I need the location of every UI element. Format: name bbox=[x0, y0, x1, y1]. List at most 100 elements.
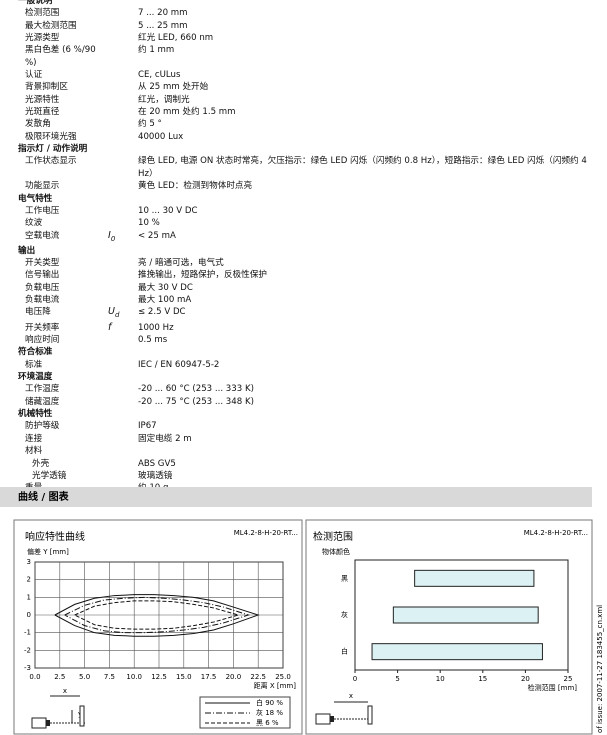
spec-value: -20 ... 60 °C (253 ... 333 K) bbox=[138, 384, 254, 395]
spec-row: 连接 固定电缆 2 m bbox=[0, 433, 595, 445]
spec-label: 工作温度 bbox=[25, 384, 60, 395]
spec-symbol bbox=[108, 294, 138, 306]
spec-row: 开关频率 f 1000 Hz bbox=[0, 322, 595, 334]
spec-label: 背景抑制区 bbox=[25, 82, 68, 93]
spec-value: 红光，调制光 bbox=[138, 94, 190, 105]
spec-label: 工作电压 bbox=[25, 205, 60, 216]
spec-symbol bbox=[108, 131, 138, 143]
spec-row: 负载电压 最大 30 V DC bbox=[0, 282, 595, 294]
x-tick-label: 0.0 bbox=[29, 673, 40, 681]
spec-symbol bbox=[108, 282, 138, 294]
spec-label: 极限环境光强 bbox=[25, 131, 77, 142]
y-tick-label: -3 bbox=[24, 664, 31, 672]
x-tick-label: 5.0 bbox=[79, 673, 90, 681]
charts: 曲线 / 图表 of issue: 2007-11-27 183455_cn.xm… bbox=[0, 487, 604, 735]
spec-row: 防护等级 IP67 bbox=[0, 420, 595, 432]
spec-label: 功能显示 bbox=[25, 181, 60, 192]
spec-label: 黑白色差 (6 %/90 %) bbox=[25, 45, 96, 68]
chart-code: ML4.2-8-H-20-RT... bbox=[524, 529, 588, 537]
chart-code: ML4.2-8-H-20-RT... bbox=[234, 529, 298, 537]
response-curve bbox=[64, 596, 250, 634]
spec-symbol bbox=[108, 94, 138, 106]
spec-label: 最大检测范围 bbox=[25, 20, 77, 31]
symbol-main: I bbox=[108, 229, 111, 241]
spec-label: 检测范围 bbox=[25, 8, 60, 19]
spec-symbol: I0 bbox=[108, 230, 138, 245]
symbol-main: f bbox=[108, 321, 112, 333]
spec-value: ABS GV5 bbox=[138, 458, 176, 469]
spec-label: 光源类型 bbox=[25, 33, 60, 44]
diagram-label: x bbox=[63, 687, 67, 695]
legend-box bbox=[199, 696, 291, 729]
y-tick-label: 0 bbox=[27, 611, 31, 619]
x-tick-label: 12.5 bbox=[151, 673, 167, 681]
spec-symbol bbox=[108, 334, 138, 346]
legend-label: 灰 18 % bbox=[256, 708, 283, 717]
y-tick-label: -2 bbox=[24, 646, 31, 654]
spec-symbol: Ud bbox=[108, 306, 138, 321]
spec-row: 背景抑制区 从 25 mm 处开始 bbox=[0, 81, 595, 93]
x-axis-label: 距离 X [mm] bbox=[254, 681, 297, 690]
spec-label: 发散角 bbox=[25, 119, 51, 130]
spec-symbol bbox=[108, 420, 138, 432]
spec-value: CE, cULus bbox=[138, 70, 181, 81]
spec-symbol: f bbox=[108, 322, 138, 334]
section-title: 电气特性 bbox=[18, 193, 53, 204]
target bbox=[367, 705, 373, 725]
section-title: 输出 bbox=[18, 245, 36, 256]
x-tick-label: 10.0 bbox=[126, 673, 142, 681]
x-tick-label: 10 bbox=[436, 675, 445, 683]
spec-symbol bbox=[108, 396, 138, 408]
chart-title: 检测范围 bbox=[313, 530, 353, 543]
spec-symbol bbox=[108, 180, 138, 192]
spec-symbol bbox=[108, 7, 138, 19]
spec-label: 防护等级 bbox=[25, 421, 60, 432]
spec-row: 黑白色差 (6 %/90 %) 约 1 mm bbox=[0, 44, 595, 69]
spec-row: 工作状态显示 绿色 LED, 电源 ON 状态时常亮，欠压指示：绿色 LED 闪烁… bbox=[0, 155, 595, 180]
spec-symbol bbox=[108, 118, 138, 130]
spec-symbol bbox=[108, 205, 138, 217]
spec-symbol bbox=[108, 269, 138, 281]
spec-symbol bbox=[108, 69, 138, 81]
spec-label: 响应时间 bbox=[25, 335, 60, 346]
spec-label: 光斑直径 bbox=[25, 107, 60, 118]
response-curve bbox=[74, 600, 241, 630]
spec-label: 标准 bbox=[25, 359, 43, 370]
response-curve bbox=[54, 594, 260, 637]
spec-label: 开关类型 bbox=[25, 258, 60, 269]
spec-symbol bbox=[108, 257, 138, 269]
spec-value: 10 ... 30 V DC bbox=[138, 205, 198, 216]
spec-value: 固定电缆 2 m bbox=[138, 433, 192, 444]
spec-row: 外壳 ABS GV5 bbox=[0, 458, 595, 470]
range-bar bbox=[392, 606, 539, 624]
y-tick-label: 3 bbox=[27, 558, 31, 566]
spec-row: 负载电流 最大 100 mA bbox=[0, 294, 595, 306]
spec-symbol bbox=[108, 217, 138, 229]
x-tick-label: 20 bbox=[521, 675, 530, 683]
x-tick-label: 20.0 bbox=[226, 673, 242, 681]
spec-value: 玻璃透镜 bbox=[138, 470, 173, 481]
spec-value: < 25 mA bbox=[138, 230, 176, 241]
range-bar bbox=[371, 643, 543, 661]
x-tick-label: 5 bbox=[395, 675, 399, 683]
spec-symbol bbox=[108, 359, 138, 371]
spec-value: 最大 30 V DC bbox=[138, 282, 193, 293]
sensor-lens bbox=[330, 716, 334, 722]
target bbox=[79, 705, 85, 727]
spec-symbol bbox=[108, 433, 138, 445]
spec-value: 7 ... 20 mm bbox=[138, 8, 188, 19]
category-label: 白 bbox=[341, 647, 348, 656]
spec-row: 材料 bbox=[0, 445, 595, 457]
x-axis-label: 检测范围 [mm] bbox=[528, 683, 578, 692]
spec-value: 红光 LED, 660 nm bbox=[138, 33, 214, 44]
spec-label: 材料 bbox=[25, 446, 43, 457]
spec-label: 储藏温度 bbox=[25, 396, 60, 407]
chart-title: 响应特性曲线 bbox=[25, 530, 85, 543]
spec-row: 信号输出 推挽输出，短路保护，反极性保护 bbox=[0, 269, 595, 281]
spec-row: 光源类型 红光 LED, 660 nm bbox=[0, 32, 595, 44]
x-tick-label: 15 bbox=[478, 675, 487, 683]
spec-row: 功能显示 黄色 LED：检测到物体时点亮 bbox=[0, 180, 595, 192]
spec-label: 负载电流 bbox=[25, 295, 60, 306]
spec-row: 电压降 Ud ≤ 2.5 V DC bbox=[0, 306, 595, 321]
spec-label: 开关频率 bbox=[25, 322, 60, 333]
